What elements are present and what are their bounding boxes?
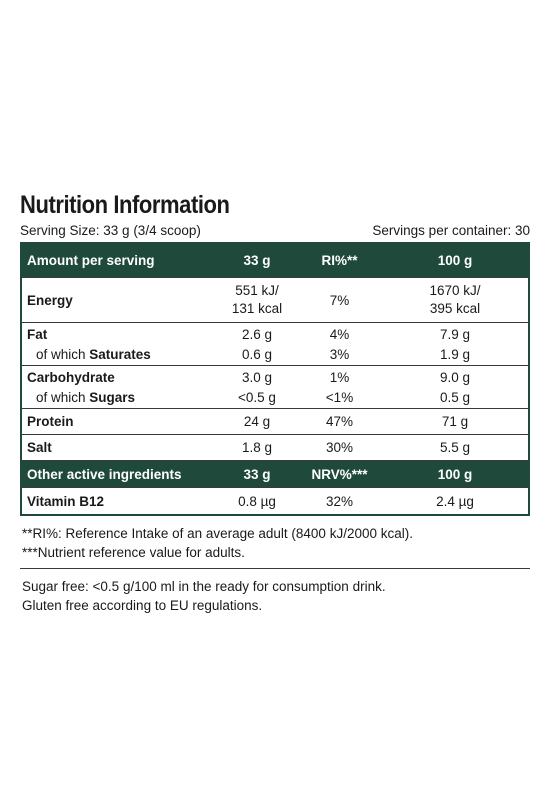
- sugars-name: Sugars: [89, 389, 136, 405]
- header-serving: 33 g: [243, 253, 271, 268]
- fat-ri: 4%: [329, 326, 350, 342]
- saturates-label: of which Saturates: [22, 347, 217, 362]
- row-protein: Protein 24 g 47% 71 g: [22, 409, 528, 435]
- salt-label: Salt: [27, 440, 52, 455]
- fat-label: Fat: [27, 326, 48, 342]
- carbohydrate-label: Carbohydrate: [27, 369, 115, 385]
- sugar-free-note: Sugar free: <0.5 g/100 ml in the ready f…: [22, 579, 386, 594]
- table-header-active: Other active ingredients 33 g NRV%*** 10…: [22, 461, 528, 488]
- vitamin-b12-per-100g: 2.4 µg: [436, 493, 474, 509]
- energy-per-serving: 551 kJ/ 131 kcal: [217, 282, 297, 318]
- header-ri: RI%**: [321, 253, 358, 268]
- protein-ri: 47%: [325, 414, 354, 429]
- footnote-nrv: ***Nutrient reference value for adults.: [22, 545, 245, 560]
- saturates-prefix: of which: [36, 346, 90, 362]
- group-fat: Fat 2.6 g 4% 7.9 g of which Saturates 0.…: [22, 323, 528, 366]
- carbohydrate-per-serving: 3.0 g: [241, 369, 273, 385]
- energy-kj-serving: 551 kJ/: [235, 283, 279, 298]
- servings-per-container: Servings per container: 30: [372, 223, 530, 238]
- salt-per-100g: 5.5 g: [439, 440, 471, 455]
- table-header: Amount per serving 33 g RI%** 100 g: [22, 244, 528, 278]
- energy-label: Energy: [27, 292, 73, 308]
- row-energy: Energy 551 kJ/ 131 kcal 7% 1670 kJ/ 395 …: [22, 278, 528, 323]
- sugars-per-100g: 0.5 g: [439, 389, 471, 405]
- row-fat: Fat 2.6 g 4% 7.9 g: [22, 324, 528, 344]
- fat-per-100g: 7.9 g: [439, 326, 471, 342]
- energy-per-100g: 1670 kJ/ 395 kcal: [382, 282, 528, 318]
- vitamin-b12-nrv: 32%: [325, 493, 354, 509]
- footnote-ri: **RI%: Reference Intake of an average ad…: [22, 526, 413, 541]
- salt-ri: 30%: [325, 440, 354, 455]
- row-vitamin-b12: Vitamin B12 0.8 µg 32% 2.4 µg: [22, 488, 528, 514]
- sugars-prefix: of which: [36, 389, 90, 405]
- label-title: Nutrition Information: [20, 191, 230, 219]
- row-saturates: of which Saturates 0.6 g 3% 1.9 g: [22, 344, 528, 364]
- protein-per-100g: 71 g: [441, 414, 469, 429]
- energy-kcal-100g: 395 kcal: [429, 301, 481, 316]
- header2-label: Other active ingredients: [27, 466, 182, 482]
- saturates-per-serving: 0.6 g: [241, 346, 273, 362]
- sugars-ri: <1%: [325, 389, 354, 405]
- footnotes: **RI%: Reference Intake of an average ad…: [20, 516, 530, 569]
- serving-size: Serving Size: 33 g (3/4 scoop): [20, 223, 201, 238]
- sugars-per-serving: <0.5 g: [238, 389, 276, 405]
- salt-per-serving: 1.8 g: [241, 440, 273, 455]
- fat-per-serving: 2.6 g: [241, 326, 273, 342]
- sugars-label: of which Sugars: [22, 390, 217, 405]
- protein-label: Protein: [27, 414, 74, 429]
- gluten-free-note: Gluten free according to EU regulations.: [22, 598, 263, 613]
- carbohydrate-per-100g: 9.0 g: [439, 369, 471, 385]
- header2-nrv: NRV%***: [311, 466, 368, 482]
- serving-info: Serving Size: 33 g (3/4 scoop) Servings …: [20, 222, 530, 240]
- energy-kj-100g: 1670 kJ/: [429, 283, 481, 298]
- saturates-ri: 3%: [329, 346, 350, 362]
- nutrition-label: Nutrition Information Serving Size: 33 g…: [20, 190, 530, 615]
- nutrition-table: Amount per serving 33 g RI%** 100 g Ener…: [20, 242, 530, 516]
- saturates-per-100g: 1.9 g: [439, 346, 471, 362]
- header-100g: 100 g: [437, 253, 473, 268]
- header2-serving: 33 g: [243, 466, 271, 482]
- carbohydrate-ri: 1%: [329, 369, 350, 385]
- protein-per-serving: 24 g: [243, 414, 271, 429]
- row-carbohydrate: Carbohydrate 3.0 g 1% 9.0 g: [22, 367, 528, 387]
- group-carbohydrate: Carbohydrate 3.0 g 1% 9.0 g of which Sug…: [22, 366, 528, 409]
- row-sugars: of which Sugars <0.5 g <1% 0.5 g: [22, 387, 528, 407]
- header-amount: Amount per serving: [27, 253, 155, 268]
- energy-ri: 7%: [329, 292, 350, 308]
- header2-100g: 100 g: [437, 466, 473, 482]
- extra-info: Sugar free: <0.5 g/100 ml in the ready f…: [20, 569, 530, 615]
- saturates-name: Saturates: [89, 346, 151, 362]
- energy-kcal-serving: 131 kcal: [231, 301, 283, 316]
- vitamin-b12-label: Vitamin B12: [27, 493, 105, 509]
- row-salt: Salt 1.8 g 30% 5.5 g: [22, 435, 528, 461]
- vitamin-b12-per-serving: 0.8 µg: [238, 493, 276, 509]
